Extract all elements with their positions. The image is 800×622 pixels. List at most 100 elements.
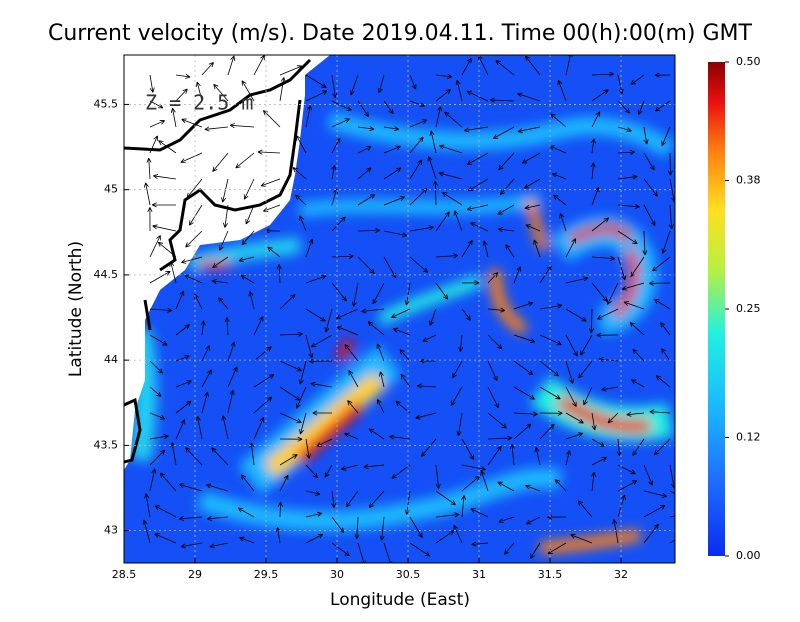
current-arrow — [149, 135, 159, 154]
current-arrow — [310, 381, 333, 388]
current-arrow — [279, 360, 302, 372]
current-arrow — [201, 345, 210, 362]
current-arrow — [348, 370, 359, 388]
current-arrow — [525, 516, 541, 525]
current-arrow — [144, 493, 151, 518]
coastline — [124, 58, 312, 464]
current-arrow — [299, 412, 307, 435]
current-arrow — [529, 542, 541, 559]
current-arrow — [591, 186, 600, 206]
current-arrow — [617, 230, 638, 245]
current-arrow — [497, 204, 515, 215]
current-arrow — [383, 126, 400, 132]
current-arrow — [349, 74, 359, 96]
current-arrow — [591, 471, 597, 492]
current-arrow — [654, 298, 671, 310]
current-arrow — [299, 215, 307, 232]
current-arrow — [151, 202, 177, 208]
colorbar-tick-label: 0.00 — [736, 549, 761, 562]
current-arrow — [158, 140, 177, 154]
current-arrow — [195, 81, 203, 102]
current-arrow — [344, 344, 359, 362]
current-arrow — [570, 533, 593, 544]
current-arrow — [669, 515, 675, 518]
current-arrow — [643, 523, 659, 544]
current-arrow — [211, 447, 229, 466]
current-arrow — [235, 152, 255, 169]
x-tick-label: 32 — [614, 568, 628, 581]
current-arrow — [623, 301, 645, 310]
current-arrow — [357, 228, 381, 234]
current-arrow — [655, 375, 671, 388]
current-arrow — [643, 178, 658, 197]
current-arrow — [241, 230, 255, 246]
current-arrow — [149, 235, 161, 258]
current-arrow — [253, 374, 275, 388]
current-arrow — [432, 180, 438, 206]
current-arrow — [409, 542, 430, 557]
current-arrow — [482, 240, 489, 258]
current-arrow — [654, 100, 671, 112]
current-arrow — [513, 360, 534, 376]
current-arrow — [229, 123, 255, 129]
current-arrow — [389, 434, 411, 440]
current-arrow — [417, 383, 437, 389]
current-arrow — [267, 246, 281, 258]
current-arrow — [383, 230, 408, 238]
current-arrow — [466, 204, 489, 212]
current-arrow — [253, 346, 272, 362]
current-arrow — [296, 135, 307, 154]
current-arrow — [427, 156, 437, 180]
velocity-field — [124, 55, 675, 563]
current-arrow — [175, 400, 192, 414]
current-arrow — [534, 447, 541, 466]
current-arrow — [331, 542, 350, 557]
current-arrow — [181, 256, 203, 264]
current-arrow — [147, 207, 153, 232]
current-arrow — [590, 162, 596, 180]
current-arrow — [461, 57, 472, 76]
current-arrow — [435, 490, 456, 506]
current-arrow — [539, 360, 560, 377]
current-arrow — [533, 239, 541, 258]
current-arrow — [212, 256, 229, 268]
current-arrow — [554, 479, 567, 492]
current-arrow — [461, 438, 475, 461]
current-arrow — [149, 307, 173, 313]
x-tick-label: 30 — [330, 568, 344, 581]
current-arrow — [668, 204, 674, 230]
current-arrow — [505, 244, 515, 258]
current-arrow — [154, 533, 177, 544]
current-arrow — [213, 83, 229, 102]
current-arrow — [630, 74, 645, 85]
current-arrow — [643, 126, 649, 145]
y-tick-label: 43 — [104, 524, 118, 537]
current-arrow — [513, 386, 535, 400]
current-arrow — [308, 358, 333, 364]
current-arrow — [487, 272, 499, 284]
current-arrow — [580, 334, 593, 356]
current-arrow — [429, 130, 437, 154]
current-arrow — [503, 542, 515, 555]
current-arrow — [596, 332, 619, 338]
current-arrow — [399, 349, 411, 362]
y-tick-label: 44.5 — [94, 268, 119, 281]
speed-shading — [129, 111, 675, 554]
current-arrow — [357, 126, 375, 132]
current-arrow — [305, 105, 312, 128]
current-arrow — [188, 204, 203, 226]
current-arrow — [372, 282, 385, 305]
current-arrow — [279, 386, 301, 401]
current-arrow — [149, 434, 169, 440]
current-arrow — [415, 412, 437, 420]
current-arrow — [404, 282, 411, 306]
current-arrow — [642, 230, 648, 256]
current-arrow — [305, 464, 319, 479]
current-arrow — [453, 524, 463, 544]
current-arrow — [565, 308, 587, 322]
current-arrow — [345, 490, 359, 508]
current-arrow — [169, 261, 177, 284]
current-arrow — [305, 74, 327, 89]
current-arrow — [211, 278, 229, 284]
current-arrow — [551, 172, 567, 180]
